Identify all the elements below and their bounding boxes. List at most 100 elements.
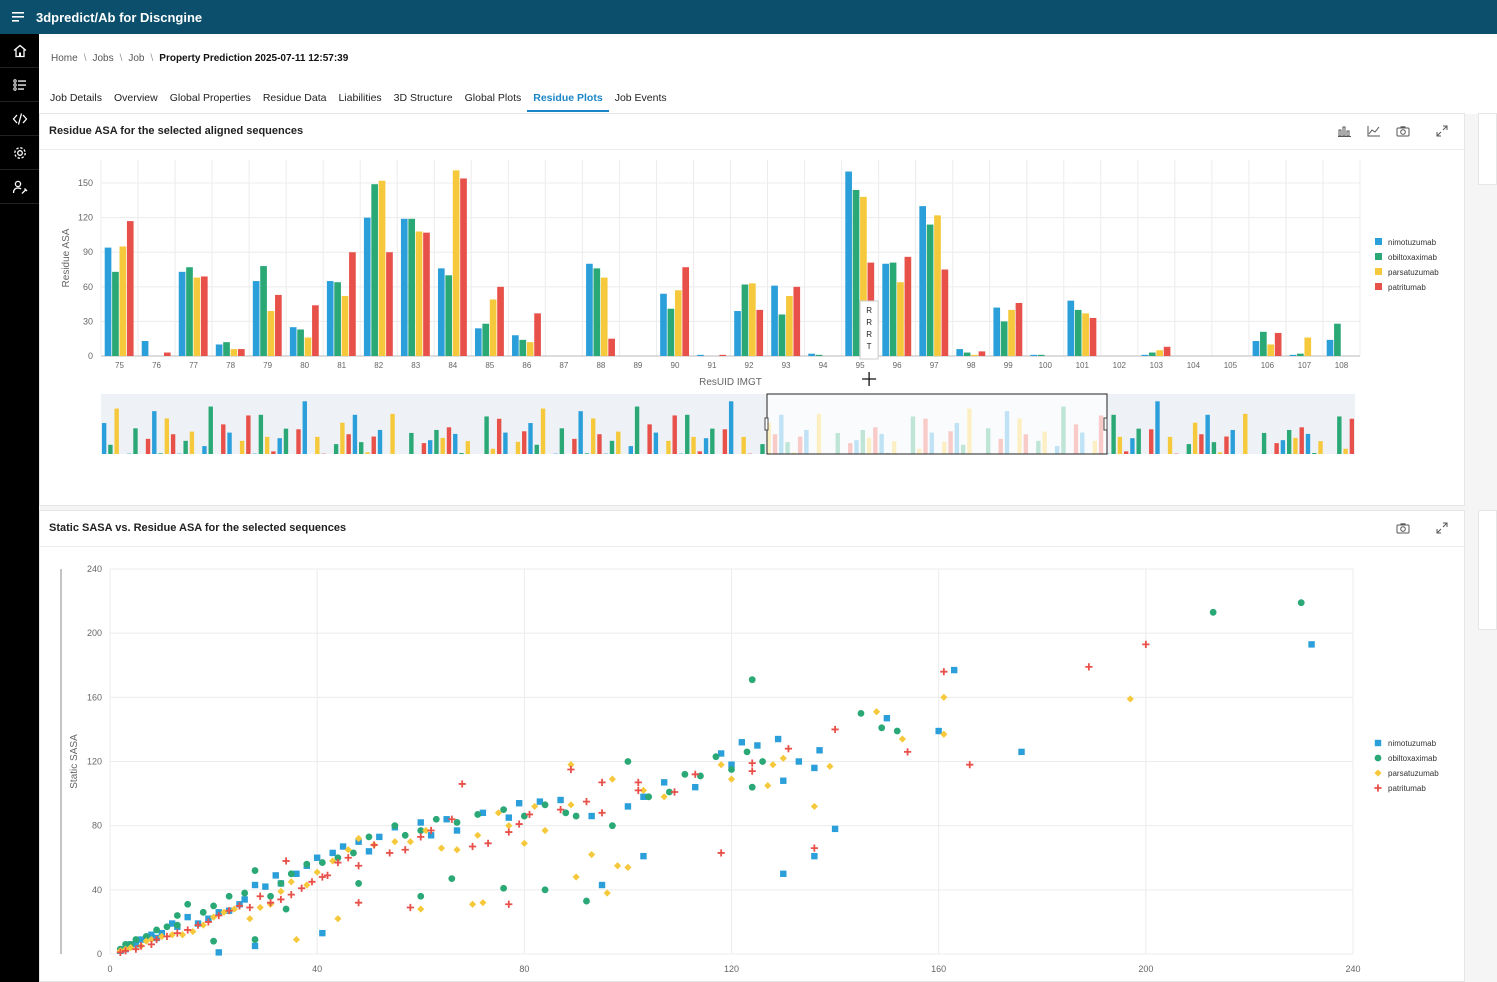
overview-bar	[1224, 436, 1229, 454]
overview-bar	[227, 432, 232, 454]
code-icon[interactable]	[0, 102, 39, 136]
bar-obiltoxaximab	[852, 189, 860, 356]
overview-bar	[616, 431, 621, 454]
home-icon[interactable]	[0, 34, 39, 68]
point-patritumab	[966, 761, 974, 769]
bar-parsatuzumab	[1304, 337, 1312, 356]
expand-icon[interactable]	[1434, 123, 1450, 139]
overview-bar	[1280, 440, 1286, 454]
point-parsatuzumab	[717, 761, 725, 769]
tab-global-properties[interactable]: Global Properties	[169, 92, 251, 104]
point-patritumab	[121, 947, 130, 955]
bar-patritumab	[163, 352, 171, 356]
point-patritumab	[556, 806, 565, 814]
point-parsatuzumab	[727, 775, 736, 783]
point-patritumab	[831, 725, 839, 734]
point-obiltoxaximab	[541, 801, 549, 809]
breadcrumb-jobs[interactable]: Jobs	[92, 53, 114, 64]
legend-swatch	[1375, 268, 1382, 275]
static-sasa-scatter-chart[interactable]: 0 40 80 120 160 200 240 0 40 80 120 160 200 240 Static…	[40, 547, 1466, 982]
overview-bar	[591, 418, 596, 454]
side-panel-tab[interactable]	[1478, 113, 1497, 185]
point-patritumab	[717, 849, 725, 857]
tab-job-details[interactable]: Job Details	[50, 92, 102, 104]
line-chart-icon[interactable]	[1366, 123, 1382, 139]
tab-job-events[interactable]: Job Events	[614, 92, 667, 104]
top-bar: 3dpredict/Ab for Discngine	[0, 0, 1497, 34]
bar-parsatuzumab	[452, 170, 460, 356]
point-nimotuzumab	[329, 849, 336, 857]
hamburger-menu-icon[interactable]	[0, 0, 36, 34]
bar-parsatuzumab	[860, 196, 867, 356]
tab-liabilities[interactable]: Liabilities	[338, 92, 382, 104]
tab-3d-structure[interactable]: 3D Structure	[393, 92, 453, 104]
overview-bar	[409, 432, 414, 454]
bar-obiltoxaximab	[741, 284, 749, 356]
point-patritumab	[748, 767, 756, 775]
point-parsatuzumab	[246, 915, 254, 923]
overview-bar	[427, 440, 433, 454]
overview-bar	[170, 434, 176, 454]
point-parsatuzumab	[189, 927, 197, 936]
overview-bar	[559, 428, 565, 454]
bar-patritumab	[1089, 317, 1097, 356]
bar-patritumab	[682, 267, 690, 356]
x-tick-label: 108	[1335, 361, 1349, 370]
breadcrumb-job[interactable]: Job	[128, 53, 145, 64]
camera-icon[interactable]	[1395, 520, 1411, 536]
point-nimotuzumab	[168, 920, 176, 927]
point-nimotuzumab	[624, 803, 632, 810]
bar-obiltoxaximab	[889, 262, 897, 356]
point-nimotuzumab	[692, 783, 699, 791]
camera-icon[interactable]	[1395, 123, 1411, 139]
tab-overview[interactable]: Overview	[113, 92, 158, 104]
point-patritumab	[417, 833, 425, 841]
point-patritumab	[298, 884, 306, 892]
bar-obiltoxaximab	[1037, 354, 1045, 356]
y-tick-label: 80	[92, 821, 102, 831]
bar-obiltoxaximab	[371, 184, 378, 356]
point-nimotuzumab	[640, 793, 647, 800]
overview-bar	[666, 440, 671, 454]
bar-nimotuzumab	[1030, 354, 1038, 356]
point-parsatuzumab	[567, 801, 575, 809]
legend-label: obiltoxaximab	[1388, 754, 1437, 763]
residue-asa-bar-chart[interactable]: 0 30 60 90 120 150 75 76 77 78 79 80 81 82 83 84 85 86 87 8…	[40, 150, 1466, 507]
overview-bar	[189, 431, 195, 454]
bar-parsatuzumab	[267, 311, 275, 356]
overview-bar	[1211, 442, 1217, 454]
tab-global-plots[interactable]: Global Plots	[464, 92, 522, 104]
bar-obiltoxaximab	[519, 339, 527, 356]
y-tick-label: 120	[87, 757, 102, 767]
point-parsatuzumab	[277, 887, 285, 896]
tab-residue-plots[interactable]: Residue Plots	[527, 90, 609, 112]
x-tick-label: 91	[708, 361, 717, 370]
breadcrumb-home[interactable]: Home	[51, 53, 78, 64]
point-obiltoxaximab	[365, 833, 373, 841]
overview-bar	[710, 428, 715, 454]
expand-icon[interactable]	[1434, 520, 1450, 536]
overview-bar	[1312, 453, 1317, 454]
point-obiltoxaximab	[453, 819, 461, 826]
gear-icon[interactable]	[0, 136, 39, 170]
bar-obiltoxaximab	[1334, 323, 1341, 356]
tab-residue-data[interactable]: Residue Data	[262, 92, 327, 104]
user-wrench-icon[interactable]	[0, 170, 39, 204]
list-icon[interactable]	[0, 68, 39, 102]
x-tick-label: 104	[1187, 361, 1201, 370]
point-obiltoxaximab	[432, 815, 440, 823]
overview-bar	[1230, 429, 1235, 454]
point-nimotuzumab	[443, 816, 450, 823]
bar-chart-icon[interactable]	[1336, 123, 1352, 139]
point-parsatuzumab	[199, 921, 207, 929]
point-obiltoxaximab	[199, 908, 207, 916]
point-obiltoxaximab	[893, 727, 901, 735]
overview-bar	[1286, 429, 1292, 454]
side-panel-tab[interactable]	[1478, 510, 1497, 630]
x-tick-label: 101	[1076, 361, 1090, 370]
scatter-card-title: Static SASA vs. Residue ASA for the sele…	[49, 522, 347, 534]
point-patritumab	[204, 918, 213, 926]
bar-obiltoxaximab	[1074, 309, 1082, 356]
point-nimotuzumab	[1308, 641, 1315, 648]
point-patritumab	[287, 891, 295, 899]
